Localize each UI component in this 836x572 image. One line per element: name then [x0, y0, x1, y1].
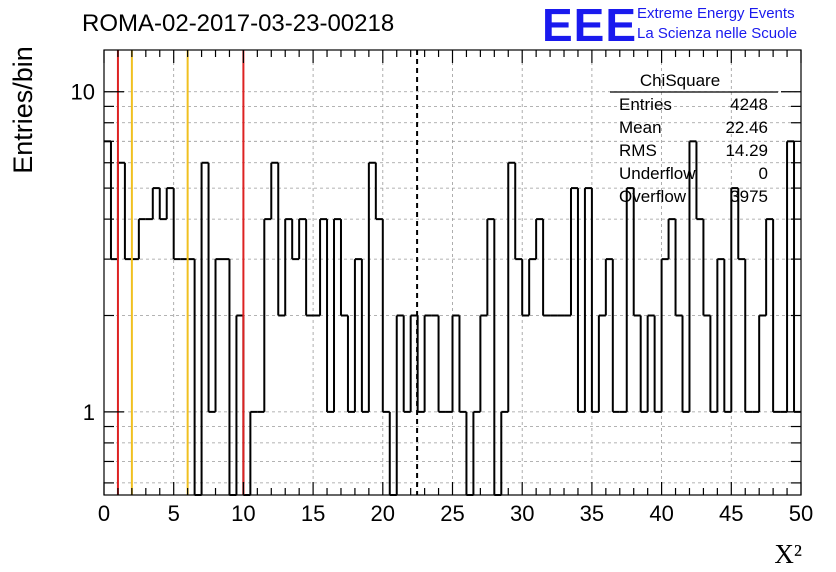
eee-logo-line1: Extreme Energy Events — [637, 5, 795, 22]
x-tick-label: 15 — [301, 501, 325, 526]
x-tick-label: 45 — [719, 501, 743, 526]
y-tick-label: 10 — [71, 80, 95, 105]
eee-logo: EEE Extreme Energy Events La Scienza nel… — [540, 0, 836, 51]
x-tick-label: 0 — [98, 501, 110, 526]
x-axis-label: X² — [774, 539, 802, 569]
axis-ticks — [103, 50, 802, 495]
y-axis-label: Entries/bin — [8, 46, 38, 174]
stats-row-label: RMS — [619, 141, 657, 160]
stats-title: ChiSquare — [640, 71, 720, 90]
stats-row-label: Entries — [619, 95, 672, 114]
y-tick-label: 1 — [83, 400, 95, 425]
x-tick-label: 5 — [168, 501, 180, 526]
x-tick-label: 25 — [440, 501, 464, 526]
stats-row-value: 22.46 — [725, 118, 768, 137]
stats-row-label: Overflow — [619, 187, 687, 206]
eee-logo-mark: EEE — [542, 0, 638, 51]
x-tick-label: 10 — [231, 501, 255, 526]
stats-row-value: 4248 — [730, 95, 768, 114]
x-tick-label: 30 — [510, 501, 534, 526]
stats-row-label: Underflow — [619, 164, 696, 183]
stats-row-value: 3975 — [730, 187, 768, 206]
reference-lines — [116, 50, 419, 495]
x-tick-labels: 0 5 10 15 20 25 30 35 40 45 50 — [98, 501, 813, 526]
stats-row-label: Mean — [619, 118, 662, 137]
x-tick-label: 35 — [580, 501, 604, 526]
stats-box: ChiSquare Entries 4248 Mean 22.46 RMS 14.29 Un… — [610, 71, 778, 206]
stats-row-value: 14.29 — [725, 141, 768, 160]
eee-logo-line2: La Scienza nelle Scuole — [637, 25, 798, 42]
stats-row-value: 0 — [759, 164, 768, 183]
histogram-series — [104, 140, 801, 496]
x-tick-label: 50 — [789, 501, 813, 526]
y-tick-labels: 1 10 — [71, 80, 95, 425]
run-title: ROMA-02-2017-03-23-00218 — [82, 10, 395, 37]
x-tick-label: 40 — [649, 501, 673, 526]
x-tick-label: 20 — [371, 501, 395, 526]
